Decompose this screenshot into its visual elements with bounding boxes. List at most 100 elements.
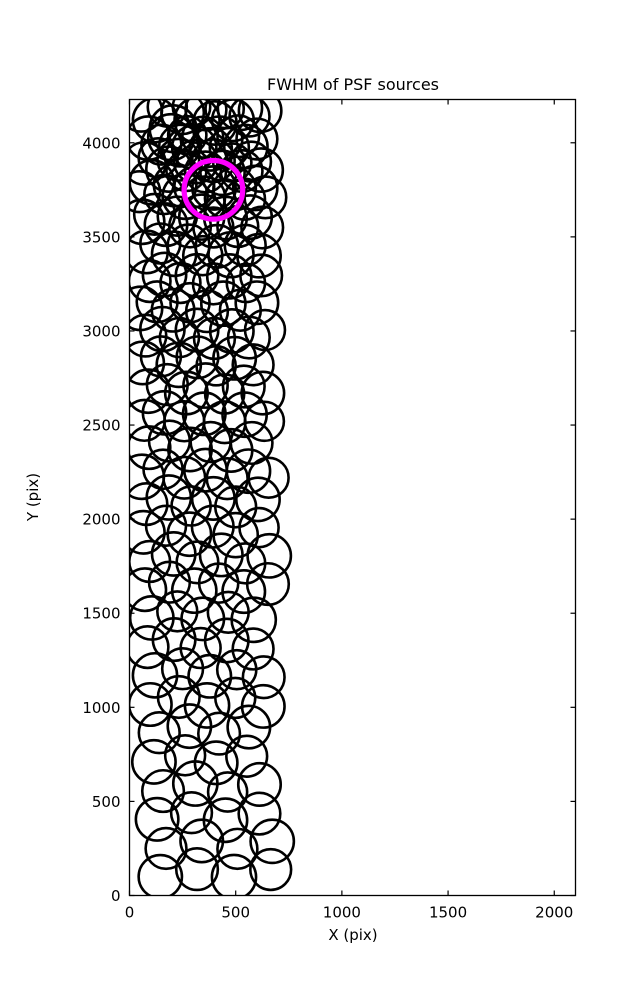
x-tick-label: 0	[125, 904, 135, 922]
psf-source-circle	[129, 681, 173, 728]
psf-source-circle	[237, 99, 283, 134]
psf-source-circle	[199, 149, 246, 197]
psf-source-circle	[243, 308, 287, 352]
psf-source-circle	[129, 567, 168, 613]
psf-source-circle	[210, 853, 258, 896]
psf-source-circle	[174, 847, 220, 892]
axes-frame	[128, 98, 577, 897]
psf-source-circle	[238, 147, 285, 194]
psf-source-circle	[134, 796, 180, 842]
psf-source-circle	[137, 711, 181, 755]
psf-source-circle	[187, 653, 233, 699]
psf-source-circle	[245, 561, 291, 607]
psf-source-circle	[226, 704, 272, 750]
psf-source-circle	[166, 703, 213, 750]
y-axis-label: Y (pix)	[24, 473, 42, 522]
y-tick-label: 500	[92, 793, 121, 811]
highlighted-psf-source-circle[interactable]	[181, 157, 246, 222]
x-tick-label: 1500	[429, 904, 467, 922]
psf-source-circle	[229, 420, 274, 466]
psf-source-circle	[132, 192, 177, 236]
y-tick-label: 4000	[82, 134, 120, 152]
psf-source-circle	[206, 771, 249, 813]
y-tick-label: 3500	[82, 228, 120, 246]
psf-source-circle	[234, 280, 280, 326]
y-tick-label: 3000	[82, 322, 120, 340]
psf-source-circle	[156, 590, 199, 633]
psf-source-circle	[144, 826, 188, 871]
psf-source-circle	[160, 647, 205, 691]
psf-source-circle	[171, 760, 219, 807]
psf-source-circle	[240, 205, 285, 250]
psf-source-circle	[181, 391, 227, 437]
psf-source-circle	[129, 624, 170, 670]
psf-source-circle	[237, 791, 282, 836]
psf-source-circle	[135, 280, 179, 324]
y-tick-label: 2500	[82, 417, 120, 435]
psf-source-circle	[156, 674, 201, 720]
y-tick-label: 2000	[82, 511, 120, 529]
psf-source-circle	[150, 530, 197, 577]
psf-source-circle	[239, 253, 284, 298]
x-tick-label: 1000	[323, 904, 361, 922]
psf-source-circle	[129, 170, 162, 214]
psf-source-circle	[175, 335, 220, 380]
psf-source-circle	[231, 627, 275, 671]
psf-source-circle	[221, 364, 266, 409]
psf-source-circle	[144, 504, 188, 547]
y-tick-label: 1000	[82, 699, 120, 717]
psf-source-circle	[241, 655, 286, 700]
psf-source-circle	[225, 734, 269, 778]
psf-source-circle	[249, 818, 296, 865]
psf-source-circle	[129, 198, 166, 246]
psf-source-circle	[179, 818, 225, 864]
psf-source-circle	[222, 177, 267, 221]
psf-source-circle	[163, 734, 207, 777]
psf-source-circle	[205, 253, 253, 300]
psf-source-circle	[137, 136, 180, 179]
psf-source-circle	[147, 560, 192, 604]
psf-source-circle	[225, 448, 272, 495]
psf-source-circle	[231, 164, 279, 212]
psf-source-circle	[199, 280, 247, 328]
psf-source-circle	[182, 362, 229, 409]
psf-source-circle	[223, 223, 267, 268]
psf-source-circle	[169, 791, 214, 835]
psf-source-circle	[151, 617, 197, 663]
psf-source-circle	[129, 509, 166, 555]
highlighted-source[interactable]	[181, 157, 246, 222]
y-tick-label: 1500	[82, 605, 120, 623]
x-axis-label: X (pix)	[328, 926, 377, 944]
x-axis-ticks: 0 500 1000 1500 2000	[125, 99, 573, 922]
psf-source-circle	[231, 343, 275, 387]
chart-title: FWHM of PSF sources	[267, 75, 439, 94]
x-tick-label: 2000	[535, 904, 573, 922]
psf-source-circle	[129, 340, 166, 386]
psf-source-circle	[170, 567, 218, 615]
psf-source-circle	[249, 847, 293, 892]
psf-source-circle	[206, 590, 250, 634]
psf-source-circle	[137, 853, 184, 896]
psf-source-circle	[243, 400, 286, 443]
psf-source-circle	[130, 738, 177, 785]
psf-source-circle	[198, 532, 244, 578]
psf-source-circle	[157, 123, 203, 168]
x-tick-label: 500	[221, 904, 250, 922]
psf-source-circle	[246, 532, 293, 579]
psf-source-circle	[221, 391, 269, 439]
psf-source-circle	[236, 761, 283, 808]
psf-source-circle	[212, 335, 258, 381]
psf-source-circle	[238, 506, 280, 549]
psf-source-circle	[215, 648, 258, 691]
psf-source-circle	[235, 476, 281, 523]
psf-source-circle	[235, 117, 279, 161]
source-markers-group	[129, 99, 296, 896]
psf-source-circle	[216, 827, 259, 871]
psf-source-circle	[197, 562, 240, 604]
psf-source-circle	[129, 425, 172, 471]
psf-source-circle	[140, 768, 186, 814]
psf-source-circle	[142, 448, 184, 491]
